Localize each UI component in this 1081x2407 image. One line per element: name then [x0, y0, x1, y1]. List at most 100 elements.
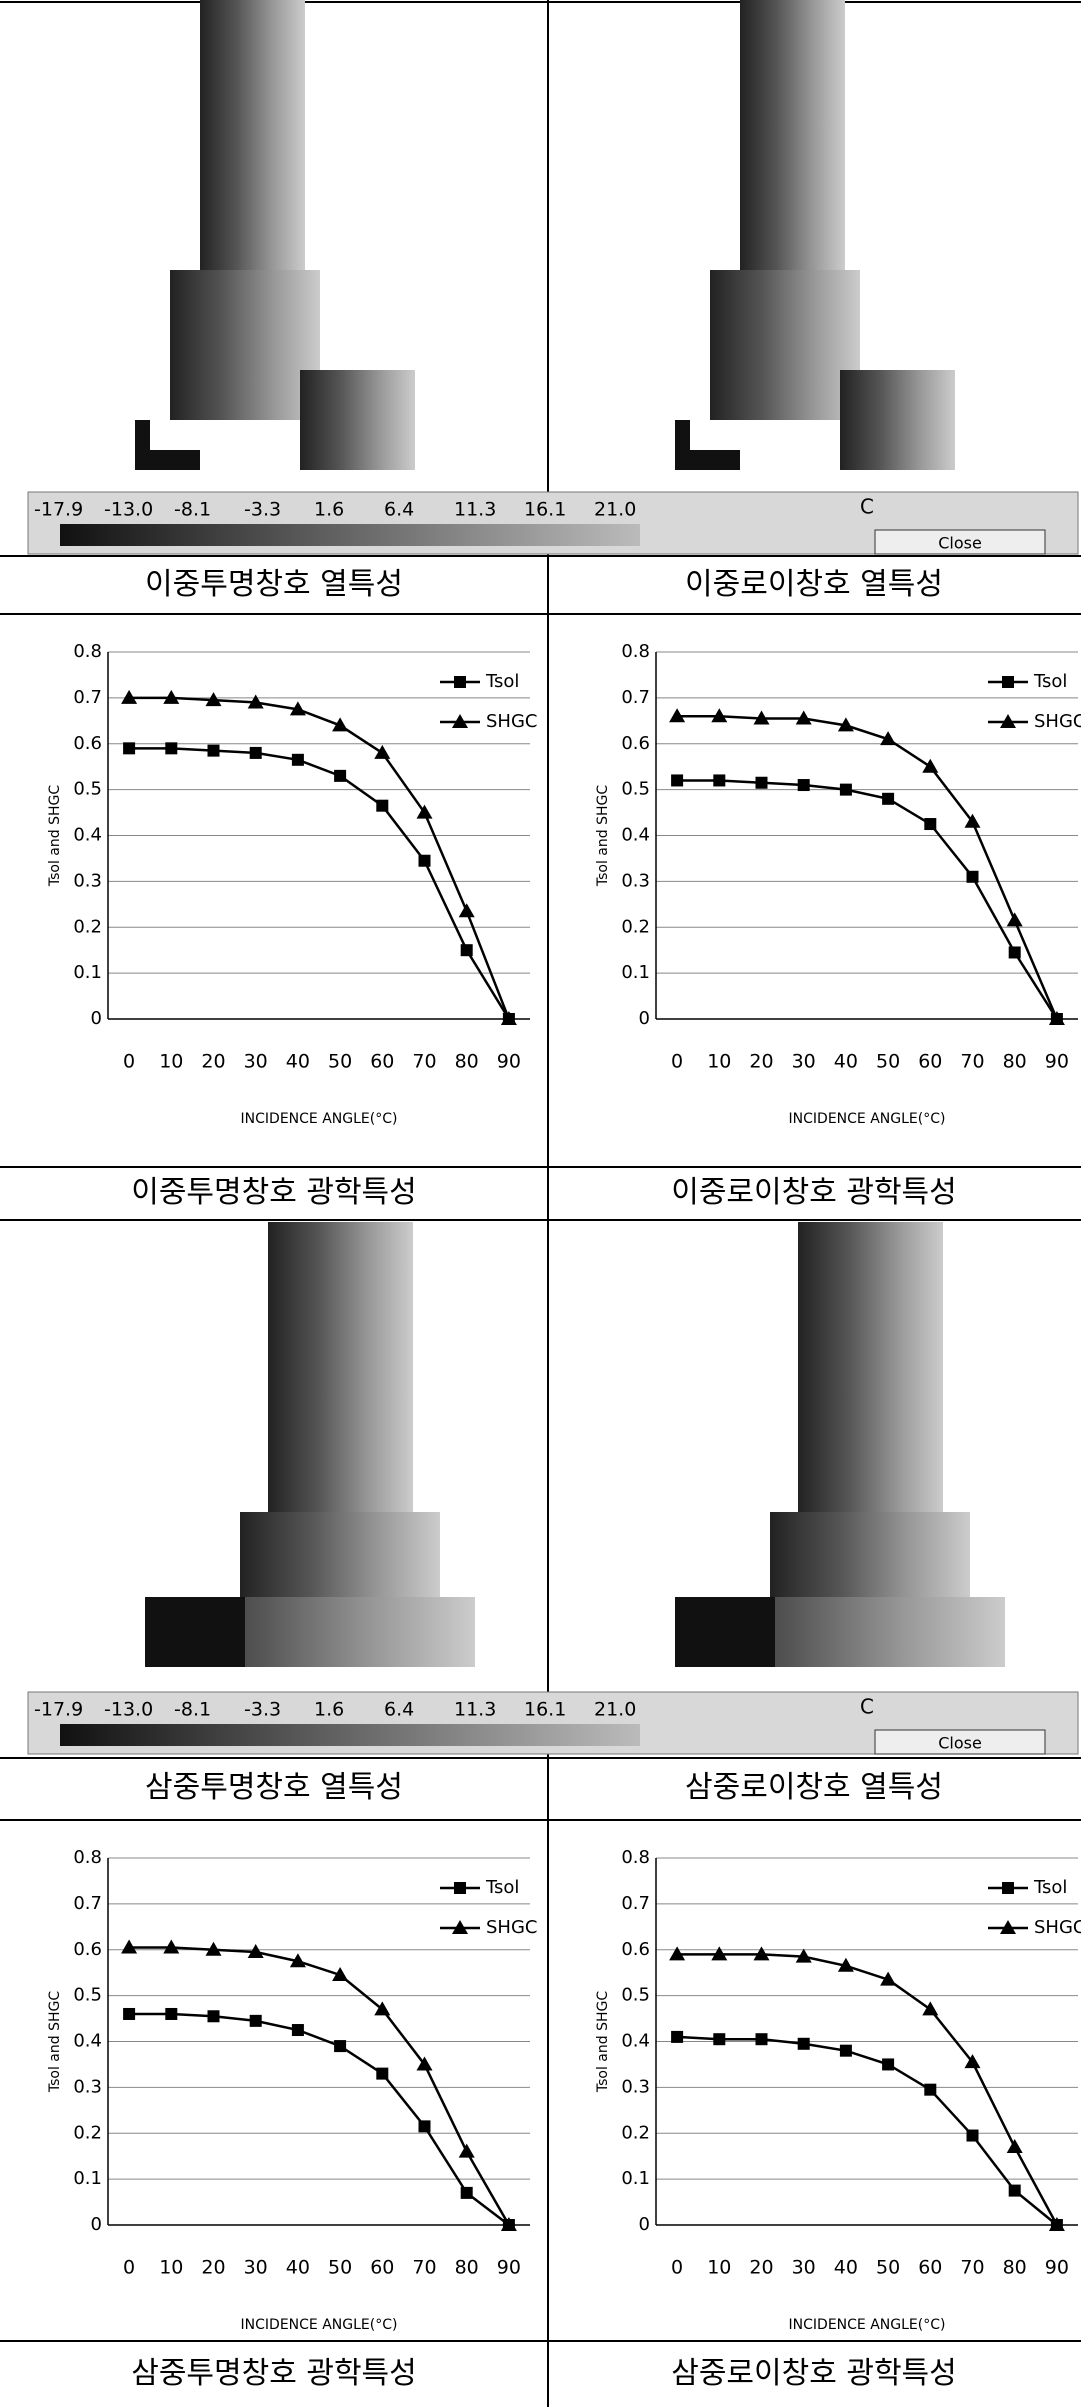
y-tick-label: 0.6	[621, 733, 650, 754]
thermal-shape	[710, 270, 860, 420]
caption: 이중로이창호 광학특성	[671, 1175, 957, 1210]
color-scale-label: -8.1	[174, 1699, 211, 1721]
marker	[208, 2010, 220, 2022]
series-line	[129, 748, 509, 1019]
y-tick-label: 0.6	[73, 1939, 102, 1960]
color-scale-label: 16.1	[524, 499, 566, 521]
marker	[376, 800, 388, 812]
marker	[461, 944, 473, 956]
x-axis-title: INCIDENCE ANGLE(°C)	[789, 2317, 946, 2333]
marker	[1007, 2139, 1023, 2153]
marker	[922, 759, 938, 773]
legend-label: SHGC	[1034, 711, 1081, 732]
marker	[671, 2031, 683, 2043]
y-tick-label: 0.6	[621, 1939, 650, 1960]
thermal-shape	[675, 1597, 775, 1667]
x-tick-label: 80	[1003, 1051, 1027, 1073]
color-scale-label: -17.9	[34, 1699, 83, 1721]
y-tick-label: 0	[91, 2214, 102, 2235]
y-tick-label: 0.4	[621, 825, 650, 846]
y-tick-label: 0.8	[621, 1847, 650, 1868]
thermal-shape	[840, 370, 955, 470]
color-scale-label: 16.1	[524, 1699, 566, 1721]
x-tick-label: 30	[792, 2257, 816, 2279]
x-tick-label: 30	[244, 1051, 268, 1073]
x-tick-label: 70	[960, 2257, 984, 2279]
x-tick-label: 60	[370, 1051, 394, 1073]
marker	[165, 2008, 177, 2020]
caption: 이중투명창호 열특성	[145, 567, 403, 602]
y-tick-label: 0.3	[621, 870, 650, 891]
x-axis-title: INCIDENCE ANGLE(°C)	[241, 1111, 398, 1127]
x-tick-label: 0	[671, 2257, 683, 2279]
marker	[924, 818, 936, 830]
x-tick-label: 20	[749, 2257, 773, 2279]
thermal-frame	[675, 420, 740, 470]
legend-label: Tsol	[1033, 671, 1067, 692]
color-scale-label: 1.6	[314, 1699, 344, 1721]
marker	[419, 855, 431, 867]
y-tick-label: 0.4	[73, 825, 102, 846]
x-tick-label: 40	[286, 2257, 310, 2279]
x-tick-label: 50	[328, 1051, 352, 1073]
y-tick-label: 0.3	[621, 2076, 650, 2097]
thermal-shape	[170, 270, 320, 420]
caption: 삼중로이창호 열특성	[685, 1770, 943, 1805]
close-button-label[interactable]: Close	[938, 534, 982, 553]
x-tick-label: 0	[671, 1051, 683, 1073]
caption: 삼중투명창호 광학특성	[131, 2356, 417, 2391]
y-tick-label: 0.7	[73, 687, 102, 708]
marker	[250, 747, 262, 759]
figure: 이중투명창호 열특성 이중로이창호 열특성 이중투명창호 광학특성 이중로이창호…	[0, 0, 1081, 2407]
y-tick-label: 0	[639, 2214, 650, 2235]
y-tick-label: 0	[639, 1008, 650, 1029]
legend-label: Tsol	[1033, 1877, 1067, 1898]
marker	[459, 903, 475, 917]
marker	[756, 777, 768, 789]
color-scale-label: -3.3	[244, 499, 281, 521]
marker	[165, 742, 177, 754]
thermal-shape	[798, 1222, 943, 1537]
marker	[250, 2015, 262, 2027]
y-tick-label: 0.8	[73, 1847, 102, 1868]
color-scale-label: 21.0	[594, 1699, 636, 1721]
close-button-label[interactable]: Close	[938, 1734, 982, 1753]
marker	[459, 2144, 475, 2158]
x-tick-label: 0	[123, 1051, 135, 1073]
series-line	[677, 780, 1057, 1019]
y-tick-label: 0.1	[73, 962, 102, 983]
x-tick-label: 20	[201, 1051, 225, 1073]
y-tick-label: 0.3	[73, 2076, 102, 2097]
y-tick-label: 0.7	[621, 687, 650, 708]
page: 이중투명창호 열특성 이중로이창호 열특성 이중투명창호 광학특성 이중로이창호…	[0, 0, 1081, 2407]
x-tick-label: 90	[1045, 1051, 1069, 1073]
marker	[292, 2024, 304, 2036]
thermal-shape	[145, 1597, 245, 1667]
series-line	[677, 1954, 1057, 2225]
y-tick-label: 0.4	[73, 2031, 102, 2052]
x-tick-label: 80	[455, 1051, 479, 1073]
x-tick-label: 70	[960, 1051, 984, 1073]
marker	[882, 2058, 894, 2070]
series-line	[677, 2037, 1057, 2225]
x-tick-label: 40	[834, 2257, 858, 2279]
y-tick-label: 0.5	[73, 1985, 102, 2006]
y-tick-label: 0.2	[73, 916, 102, 937]
x-tick-label: 60	[370, 2257, 394, 2279]
marker	[713, 774, 725, 786]
marker	[461, 2187, 473, 2199]
legend-label: Tsol	[485, 671, 519, 692]
marker	[1002, 676, 1014, 688]
marker	[922, 2001, 938, 2015]
color-scale-label: -3.3	[244, 1699, 281, 1721]
marker	[840, 784, 852, 796]
color-scale-label: 6.4	[384, 499, 414, 521]
y-tick-label: 0.3	[73, 870, 102, 891]
y-tick-label: 0.7	[621, 1893, 650, 1914]
legend-label: SHGC	[486, 1917, 537, 1938]
legend-label: SHGC	[1034, 1917, 1081, 1938]
x-tick-label: 70	[412, 1051, 436, 1073]
y-tick-label: 0.8	[621, 641, 650, 662]
x-tick-label: 50	[876, 1051, 900, 1073]
color-scale-unit: C	[860, 495, 874, 519]
